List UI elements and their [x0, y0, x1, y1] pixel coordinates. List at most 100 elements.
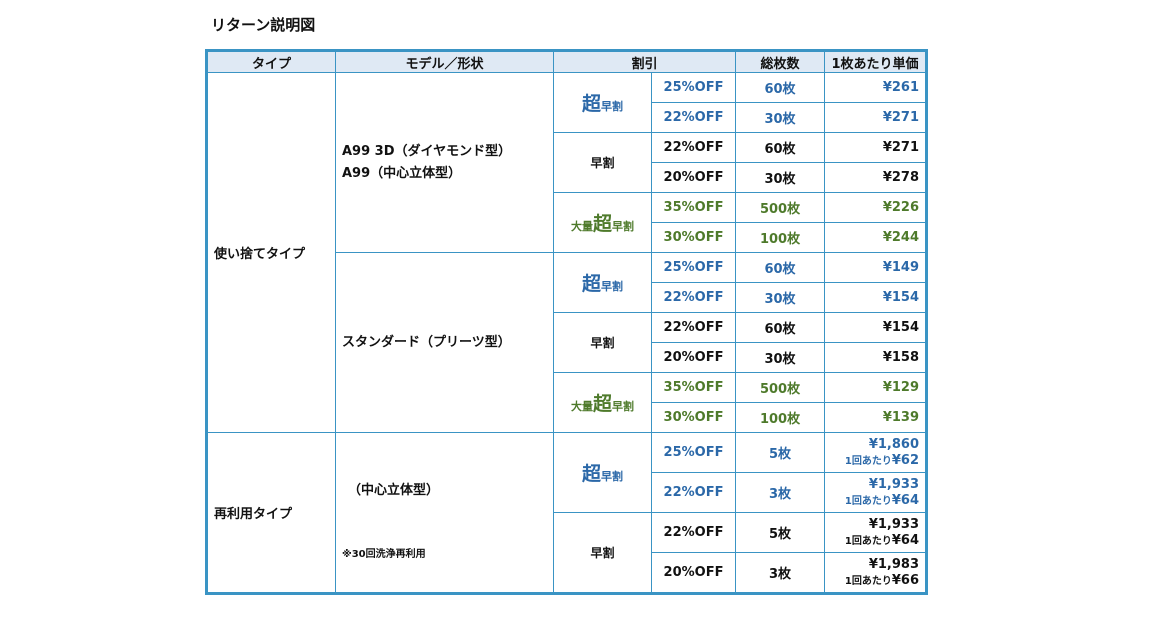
per-use-label: 1回あたり — [844, 536, 892, 547]
per-use-label: 1回あたり — [844, 456, 892, 467]
per-use-price: 1回あたり¥64 — [831, 534, 919, 549]
table-row: 使い捨てタイプ A99 3D（ダイヤモンド型） A99（中心立体型） 超早割 2… — [206, 72, 928, 433]
model-standard: スタンダード（プリーツ型） — [335, 252, 554, 433]
tier-early: 早割 — [553, 132, 652, 193]
table-row: スタンダード（プリーツ型） 超早割 25%OFF 60枚 ¥149 — [207, 252, 928, 433]
table-row: 22%OFF 30枚 ¥271 — [207, 102, 928, 133]
discount-cell: 30%OFF — [650, 402, 737, 433]
per-use-value: ¥64 — [891, 493, 920, 508]
quantity-cell: 30枚 — [735, 342, 826, 373]
per-use-price: 1回あたり¥64 — [831, 494, 919, 509]
price-cell: ¥1,983 1回あたり¥66 — [824, 552, 928, 594]
quantity-cell: 500枚 — [735, 372, 826, 403]
discount-cell: 35%OFF — [650, 372, 737, 403]
tier-big-char: 超 — [592, 213, 612, 235]
discount-cell: 30%OFF — [650, 222, 737, 253]
discount-cell: 25%OFF — [650, 252, 737, 283]
tier-super-early: 超早割 — [553, 72, 652, 133]
table-row: 20%OFF 30枚 ¥158 — [207, 342, 928, 373]
discount-cell: 20%OFF — [650, 552, 737, 594]
model-line: （中心立体型） — [348, 482, 440, 498]
per-use-label: 1回あたり — [844, 576, 892, 587]
table-row: 早割 22%OFF 5枚 ¥1,933 1回あたり¥64 — [207, 512, 928, 594]
model-reusable: （中心立体型） ※30回洗浄再利用 — [335, 432, 554, 594]
price-main: ¥1,933 — [868, 477, 920, 492]
quantity-cell: 3枚 — [735, 552, 826, 594]
price-cell: ¥1,933 1回あたり¥64 — [824, 472, 928, 513]
tier-prefix: 大量 — [570, 220, 593, 233]
table-row: 22%OFF 3枚 ¥1,933 1回あたり¥64 — [207, 472, 928, 513]
quantity-cell: 30枚 — [735, 162, 826, 193]
per-use-price: 1回あたり¥66 — [831, 574, 919, 589]
tier-big-char: 超 — [581, 463, 601, 485]
model-note: ※30回洗浄再利用 — [342, 548, 426, 560]
discount-cell: 20%OFF — [650, 162, 737, 193]
type-reusable: 再利用タイプ — [206, 432, 336, 594]
page-title: リターン説明図 — [211, 16, 316, 34]
table-row: 30%OFF 100枚 ¥244 — [207, 222, 928, 253]
discount-cell: 25%OFF — [650, 72, 737, 103]
tier-bulk-super-early: 大量超早割 — [553, 372, 652, 433]
tier-suffix: 早割 — [601, 280, 623, 293]
table-row: 30%OFF 100枚 ¥139 — [207, 402, 928, 433]
discount-cell: 22%OFF — [650, 472, 737, 513]
table-row: 早割 22%OFF 60枚 ¥271 — [207, 132, 928, 193]
price-cell: ¥226 — [824, 192, 928, 223]
per-use-price: 1回あたり¥62 — [831, 454, 919, 469]
quantity-cell: 60枚 — [735, 312, 826, 343]
per-use-value: ¥66 — [891, 573, 920, 588]
header-model: モデル／形状 — [335, 50, 554, 73]
discount-cell: 22%OFF — [650, 282, 737, 313]
quantity-cell: 60枚 — [735, 72, 826, 103]
per-use-value: ¥62 — [891, 453, 920, 468]
header-unit-price: 1枚あたり単価 — [824, 50, 928, 73]
discount-cell: 20%OFF — [650, 342, 737, 373]
price-main: ¥1,933 — [868, 517, 920, 532]
type-disposable: 使い捨てタイプ — [206, 72, 336, 433]
discount-cell: 22%OFF — [650, 312, 737, 343]
model-line: A99 3D（ダイヤモンド型） — [342, 143, 512, 159]
quantity-cell: 60枚 — [735, 132, 826, 163]
discount-cell: 22%OFF — [650, 102, 737, 133]
tier-super-early: 超早割 — [553, 432, 652, 513]
quantity-cell: 500枚 — [735, 192, 826, 223]
price-cell: ¥244 — [824, 222, 928, 253]
header-quantity: 総枚数 — [735, 50, 826, 73]
tier-suffix: 早割 — [612, 400, 634, 413]
table-row: 早割 22%OFF 60枚 ¥154 — [207, 312, 928, 373]
price-main: ¥1,860 — [868, 437, 920, 452]
per-use-value: ¥64 — [891, 533, 920, 548]
tier-suffix: 早割 — [612, 220, 634, 233]
price-cell: ¥1,860 1回あたり¥62 — [824, 432, 928, 473]
model-a99: A99 3D（ダイヤモンド型） A99（中心立体型） — [335, 72, 554, 253]
price-main: ¥1,983 — [868, 557, 920, 572]
discount-cell: 22%OFF — [650, 512, 737, 553]
price-cell: ¥271 — [824, 132, 928, 163]
price-cell: ¥271 — [824, 102, 928, 133]
table-row: 20%OFF 3枚 ¥1,983 1回あたり¥66 — [207, 552, 928, 594]
per-use-label: 1回あたり — [844, 496, 892, 507]
header-discount: 割引 — [552, 50, 737, 73]
table-row: 再利用タイプ （中心立体型） ※30回洗浄再利用 超早割 25%OFF 5枚 ¥… — [206, 432, 928, 594]
price-cell: ¥154 — [824, 312, 928, 343]
quantity-cell: 5枚 — [735, 432, 826, 473]
tier-big-char: 超 — [592, 393, 612, 415]
tier-super-early: 超早割 — [553, 252, 652, 313]
price-cell: ¥261 — [824, 72, 928, 103]
tier-big-char: 超 — [581, 273, 601, 295]
table-header-row: タイプ モデル／形状 割引 総枚数 1枚あたり単価 — [206, 50, 928, 73]
price-cell: ¥129 — [824, 372, 928, 403]
price-cell: ¥158 — [824, 342, 928, 373]
model-line: スタンダード（プリーツ型） — [342, 334, 511, 350]
return-table: タイプ モデル／形状 割引 総枚数 1枚あたり単価 使い捨てタイプ A99 3D… — [205, 49, 929, 595]
discount-cell: 35%OFF — [650, 192, 737, 223]
table-row: 20%OFF 30枚 ¥278 — [207, 162, 928, 193]
tier-big-char: 超 — [581, 93, 601, 115]
price-cell: ¥139 — [824, 402, 928, 433]
quantity-cell: 30枚 — [735, 102, 826, 133]
tier-suffix: 早割 — [601, 100, 623, 113]
tier-suffix: 早割 — [601, 470, 623, 483]
tier-bulk-super-early: 大量超早割 — [553, 192, 652, 253]
quantity-cell: 100枚 — [735, 222, 826, 253]
tier-early: 早割 — [553, 512, 652, 594]
